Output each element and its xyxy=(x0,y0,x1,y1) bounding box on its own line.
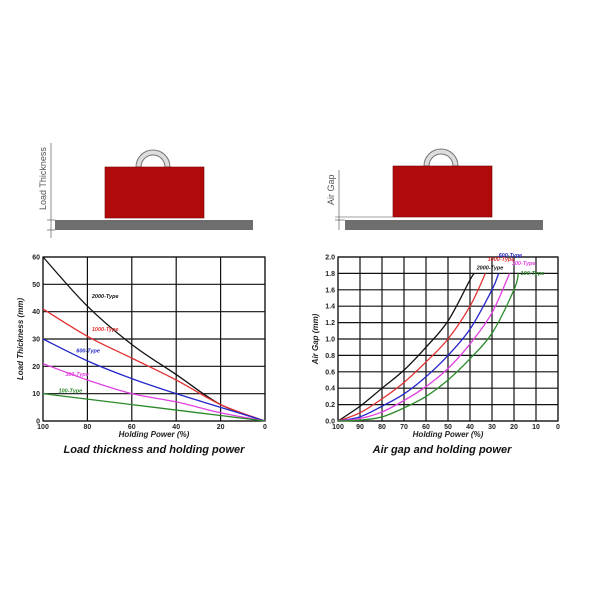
series-line-300-type xyxy=(337,273,511,422)
steel-plate xyxy=(345,220,543,230)
y-tick-label: 1.2 xyxy=(325,320,335,327)
air-gap-diagram: Air Gap xyxy=(326,148,543,230)
y-tick-label: 0 xyxy=(36,419,40,426)
chart-title: Air gap and holding power xyxy=(372,444,512,456)
magnet xyxy=(104,166,205,219)
series-label: 2000-Type xyxy=(91,294,119,300)
x-tick-label: 70 xyxy=(400,424,408,431)
series-label: 1000-Type xyxy=(92,327,119,333)
series-label: 600-Type xyxy=(76,349,100,355)
x-tick-label: 60 xyxy=(128,424,136,431)
air-gap-label: Air Gap xyxy=(326,174,336,205)
x-tick-label: 20 xyxy=(510,424,518,431)
y-tick-label: 0.4 xyxy=(325,386,335,393)
y-tick-label: 0.6 xyxy=(325,369,335,376)
chart-load-thickness: 100 80 60 40 20 0 0 10 20 30 40 50 60 2000-Type 1000-T… xyxy=(16,255,267,457)
y-tick-label: 10 xyxy=(32,391,40,398)
x-tick-label: 30 xyxy=(488,424,496,431)
y-tick-label: 0.0 xyxy=(325,419,335,426)
load-thickness-diagram: Load Thickness xyxy=(38,143,253,238)
x-tick-label: 40 xyxy=(466,424,474,431)
series-label: 1000-Type xyxy=(488,257,515,263)
y-tick-label: 1.4 xyxy=(325,304,335,311)
y-tick-label: 40 xyxy=(32,309,40,316)
steel-plate xyxy=(55,220,253,230)
y-tick-label: 30 xyxy=(32,337,40,344)
x-tick-label: 20 xyxy=(217,424,225,431)
series-label: 2000-Type xyxy=(476,265,504,271)
series-label: 100-Type xyxy=(521,271,545,277)
y-tick-label: 1.8 xyxy=(325,271,335,278)
series-line-300-type xyxy=(42,362,266,422)
y-tick-label: 20 xyxy=(32,364,40,371)
x-tick-label: 0 xyxy=(556,424,560,431)
x-axis-label: Holding Power (%) xyxy=(119,430,190,439)
x-tick-label: 50 xyxy=(444,424,452,431)
series-label: 100-Type xyxy=(59,388,83,394)
series-line-2000-type xyxy=(337,272,475,422)
y-tick-label: 2.0 xyxy=(325,255,335,262)
y-tick-label: 0.8 xyxy=(325,353,335,360)
magnet xyxy=(392,165,493,218)
handle-icon xyxy=(135,149,171,168)
series-line-100-type xyxy=(42,393,266,422)
y-tick-label: 1.6 xyxy=(325,287,335,294)
x-axis-label: Holding Power (%) xyxy=(413,430,484,439)
x-tick-label: 10 xyxy=(532,424,540,431)
handle-icon xyxy=(423,148,459,167)
x-tick-label: 80 xyxy=(378,424,386,431)
y-tick-label: 50 xyxy=(32,282,40,289)
series-line-100-type xyxy=(337,273,520,422)
series-label: 300-Type xyxy=(512,261,536,267)
y-axis-label: Air Gap (mm) xyxy=(311,313,320,365)
x-tick-label: 60 xyxy=(422,424,430,431)
chart-air-gap: 100 90 80 70 60 50 40 30 20 10 00.00.20.40.60.81.0… xyxy=(311,253,560,456)
x-tick-label: 100 xyxy=(332,424,344,431)
x-tick-label: 40 xyxy=(172,424,180,431)
chart-title: Load thickness and holding power xyxy=(64,444,246,456)
load-thickness-label: Load Thickness xyxy=(38,147,48,210)
series-line-600-type xyxy=(337,273,500,422)
series-line-1000-type xyxy=(337,273,486,422)
y-tick-label: 1.0 xyxy=(325,337,335,344)
series-line-600-type xyxy=(42,338,266,422)
x-tick-label: 80 xyxy=(84,424,92,431)
x-tick-label: 0 xyxy=(263,424,267,431)
y-axis-label: Load Thickness (mm) xyxy=(16,298,25,381)
y-tick-label: 60 xyxy=(32,255,40,262)
series-line-1000-type xyxy=(42,308,266,422)
x-tick-label: 100 xyxy=(37,424,49,431)
x-tick-label: 90 xyxy=(356,424,364,431)
series-label: 300-Type xyxy=(65,372,89,378)
y-tick-label: 0.2 xyxy=(325,402,335,409)
series-label: 600-Type xyxy=(499,253,523,259)
